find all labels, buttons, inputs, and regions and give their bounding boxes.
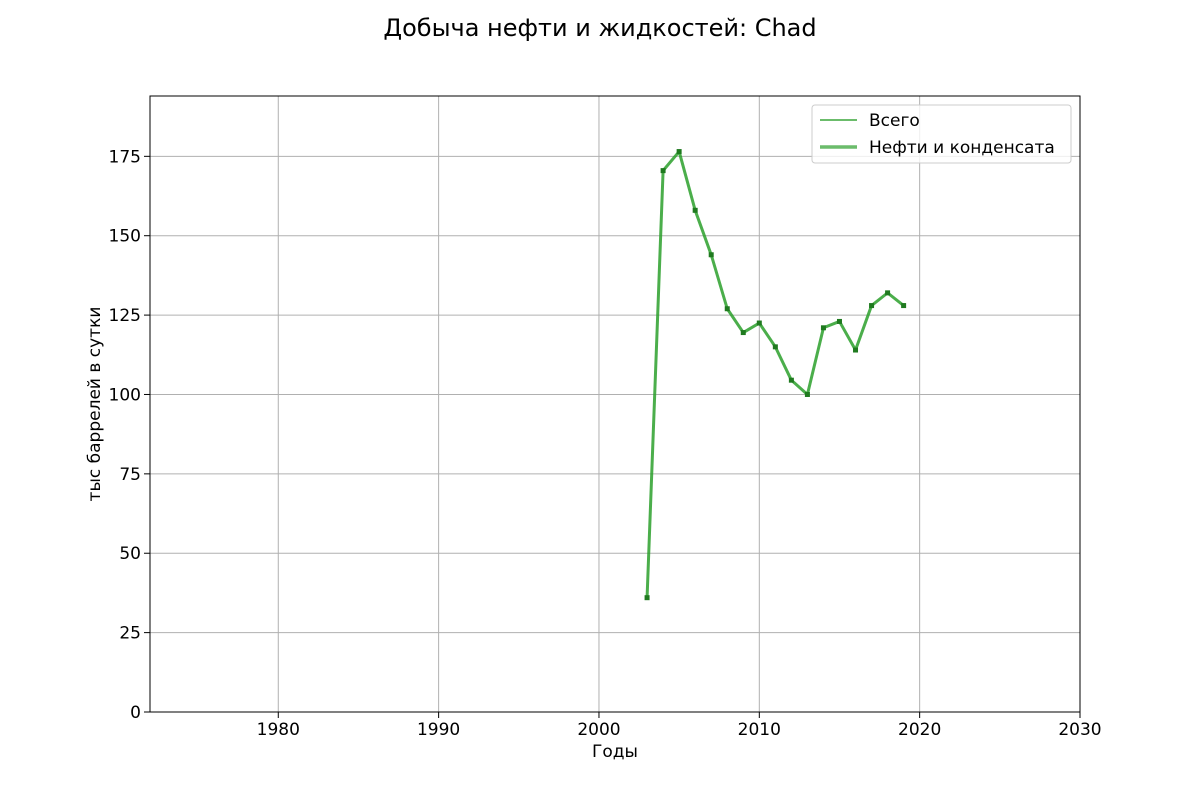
y-tick-label: 50 xyxy=(119,544,141,564)
plot-frame xyxy=(149,95,1081,713)
x-axis-ticks: 1980 1990 2000 2010 2020 2030 xyxy=(257,712,1102,740)
data-point xyxy=(901,303,907,309)
y-tick-label: 125 xyxy=(109,306,141,326)
data-point xyxy=(788,377,794,383)
data-point xyxy=(820,325,826,331)
y-axis-label: тыс баррелей в сутки xyxy=(85,307,105,502)
data-point xyxy=(804,391,810,397)
legend: Всего Нефти и конденсата xyxy=(811,104,1072,164)
legend-box xyxy=(811,104,1072,164)
series-line-1 xyxy=(645,150,905,598)
y-tick-label: 175 xyxy=(109,147,141,167)
legend-label-total: Всего xyxy=(869,111,920,131)
x-tick-label: 2000 xyxy=(577,720,620,740)
x-tick-label: 2030 xyxy=(1058,720,1101,740)
chart-title: Добыча нефти и жидкостей: Chad xyxy=(383,14,816,42)
data-point xyxy=(740,330,746,336)
data-point xyxy=(853,347,859,353)
y-tick-label: 150 xyxy=(109,227,141,247)
y-tick-label: 75 xyxy=(119,465,141,485)
data-point xyxy=(708,252,714,258)
data-point xyxy=(836,318,842,324)
data-point xyxy=(885,290,891,296)
legend-label-oil-condensate: Нефти и конденсата xyxy=(869,138,1055,158)
plot-lines xyxy=(644,149,907,601)
x-tick-label: 2010 xyxy=(738,720,781,740)
x-axis-label: Годы xyxy=(592,742,638,762)
x-tick-label: 2020 xyxy=(898,720,941,740)
y-tick-label: 0 xyxy=(130,703,141,723)
y-axis-ticks: 0 25 50 75 100 125 150 175 xyxy=(109,147,150,723)
grid xyxy=(150,96,1081,713)
x-tick-label: 1980 xyxy=(257,720,300,740)
data-point xyxy=(869,303,875,309)
data-point xyxy=(660,168,666,174)
data-point xyxy=(692,207,698,213)
x-tick-label: 1990 xyxy=(417,720,460,740)
y-tick-label: 100 xyxy=(109,385,141,405)
data-point xyxy=(772,344,778,350)
data-point xyxy=(724,306,730,312)
data-point xyxy=(676,149,682,155)
y-tick-label: 25 xyxy=(119,624,141,644)
data-point xyxy=(756,320,762,326)
data-point xyxy=(644,595,650,601)
